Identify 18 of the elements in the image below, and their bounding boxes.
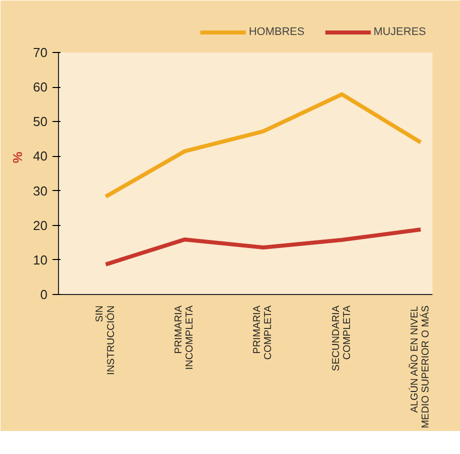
y-tick-label: 10 — [33, 252, 48, 268]
legend-label: MUJERES — [373, 26, 426, 38]
line-series — [104, 228, 423, 266]
line-series — [104, 92, 423, 199]
x-tick-label: SECUNDARIA COMPLETA — [330, 305, 353, 372]
y-tick-label: 20 — [33, 218, 48, 233]
y-tick-label: 40 — [33, 148, 48, 164]
x-tick-label: SIN INSTRUCCIÓN — [94, 305, 117, 375]
legend-label: HOMBRES — [248, 26, 304, 38]
y-tick-label: 50 — [33, 114, 48, 130]
y-tick-label: 30 — [33, 183, 48, 198]
y-tick-label: 70 — [33, 45, 48, 60]
y-axis-title: % — [10, 151, 26, 164]
y-tick-label: 0 — [40, 287, 48, 302]
x-tick-label: PRIMARIA INCOMPLETA — [173, 305, 196, 370]
y-tick-label: 60 — [33, 80, 48, 95]
x-tick-label: ALGÚN AÑO EN NIVEL MEDIO SUPERIOR O MÁS — [408, 305, 432, 428]
x-tick-label: PRIMARIA COMPLETA — [252, 305, 274, 360]
